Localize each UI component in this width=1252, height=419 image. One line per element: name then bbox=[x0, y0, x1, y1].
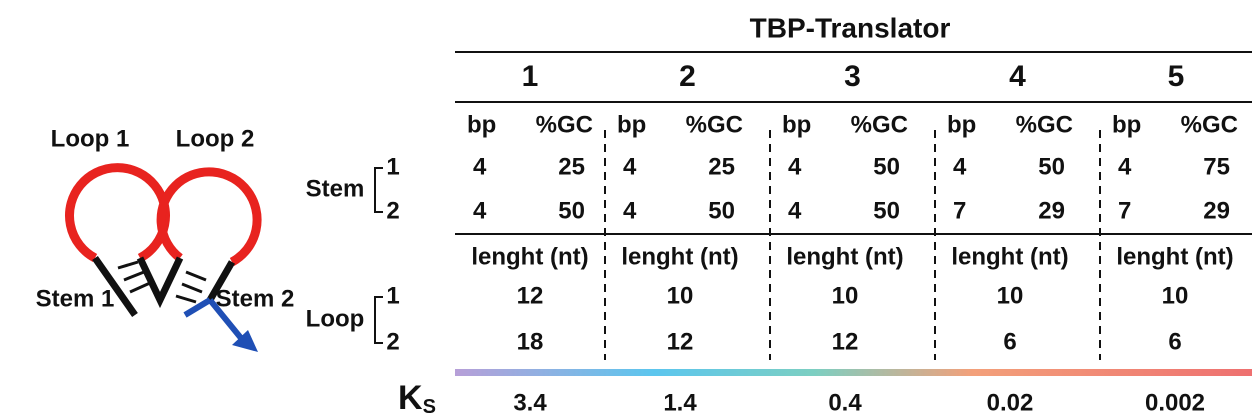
stem-gc: 25 bbox=[708, 153, 735, 180]
column-label: 5 bbox=[1168, 60, 1185, 93]
stem-gc: 50 bbox=[873, 197, 900, 224]
stem-gc: 50 bbox=[708, 197, 735, 224]
loop-1-arc bbox=[65, 163, 170, 262]
loop-header: lenght (nt) bbox=[786, 243, 903, 270]
stem-gc: 25 bbox=[558, 153, 585, 180]
loop-length: 12 bbox=[517, 282, 544, 309]
stem-bp: 4 bbox=[953, 153, 967, 180]
ks-value: 0.02 bbox=[987, 389, 1034, 416]
stem-bp: 4 bbox=[623, 153, 637, 180]
stem-bp: 4 bbox=[473, 153, 487, 180]
ks-value: 3.4 bbox=[513, 389, 547, 416]
stem-gc: 50 bbox=[873, 153, 900, 180]
columns: 1 bp %GC 4 25 4 50 lenght (nt) 12 18 3.4 2 bp %GC 4 25 4… bbox=[467, 60, 1238, 416]
stem-header: %GC bbox=[851, 111, 908, 138]
label: Stem 2 bbox=[216, 285, 295, 312]
stem-bp: 4 bbox=[788, 197, 802, 224]
loop-length: 10 bbox=[997, 282, 1024, 309]
loop-length: 10 bbox=[832, 282, 859, 309]
loop-length: 10 bbox=[1162, 282, 1189, 309]
column-label: 2 bbox=[679, 60, 696, 93]
stem-header: %GC bbox=[686, 111, 743, 138]
ks-label: KS bbox=[398, 379, 436, 418]
loop-header: lenght (nt) bbox=[1116, 243, 1233, 270]
stem-bp: 7 bbox=[953, 197, 966, 224]
stem-header: bp bbox=[782, 111, 811, 138]
column-label: 3 bbox=[844, 60, 861, 93]
stem-bp: 4 bbox=[473, 197, 487, 224]
stem-bp: 7 bbox=[1118, 197, 1131, 224]
label: Stem 1 bbox=[36, 285, 115, 312]
stem-gc: 75 bbox=[1203, 153, 1230, 180]
loop-length: 6 bbox=[1003, 328, 1016, 355]
bracket bbox=[374, 167, 383, 213]
stem-strands bbox=[92, 255, 236, 318]
loop-length: 12 bbox=[832, 328, 859, 355]
stem-header: bp bbox=[617, 111, 646, 138]
arrow-head bbox=[232, 330, 258, 352]
hairpin-diagram: Loop 1 Loop 2 Stem 1 Stem 2 bbox=[36, 125, 295, 352]
ks-k: K bbox=[398, 379, 423, 417]
row-label: Stem bbox=[306, 175, 365, 202]
loop-length: 18 bbox=[517, 328, 544, 355]
row-label: Loop bbox=[306, 305, 365, 332]
row-label: 1 bbox=[386, 153, 399, 180]
row-label: 1 bbox=[386, 282, 399, 309]
stem-gc: 50 bbox=[1038, 153, 1065, 180]
loop-length: 10 bbox=[667, 282, 694, 309]
ks-value: 0.002 bbox=[1145, 389, 1205, 416]
label: Loop 2 bbox=[176, 125, 255, 152]
loop-2-arc bbox=[156, 167, 262, 266]
stem-header: %GC bbox=[1181, 111, 1238, 138]
stem-bp: 4 bbox=[1118, 153, 1132, 180]
stem-bp: 4 bbox=[788, 153, 802, 180]
loop-header: lenght (nt) bbox=[951, 243, 1068, 270]
row-label: 2 bbox=[386, 328, 399, 355]
loop-length: 6 bbox=[1168, 328, 1181, 355]
base-pairs bbox=[117, 260, 207, 304]
ks-gradient bbox=[455, 369, 1252, 376]
loop-header: lenght (nt) bbox=[621, 243, 738, 270]
loop-header: lenght (nt) bbox=[471, 243, 588, 270]
column-label: 1 bbox=[522, 60, 539, 93]
ks-value: 1.4 bbox=[663, 389, 697, 416]
label: Loop 1 bbox=[51, 125, 130, 152]
stem-header: bp bbox=[947, 111, 976, 138]
stem-header: bp bbox=[467, 111, 496, 138]
stem-gc: 29 bbox=[1203, 197, 1230, 224]
stem-header: bp bbox=[1112, 111, 1141, 138]
stem-header: %GC bbox=[1016, 111, 1073, 138]
row-label: 2 bbox=[386, 197, 399, 224]
arrow bbox=[183, 297, 248, 345]
stem-bp: 4 bbox=[623, 197, 637, 224]
column-label: 4 bbox=[1009, 60, 1026, 93]
ks-sub: S bbox=[423, 396, 436, 418]
stem-header: %GC bbox=[536, 111, 593, 138]
loop-length: 12 bbox=[667, 328, 694, 355]
stem-gc: 29 bbox=[1038, 197, 1065, 224]
ks-value: 0.4 bbox=[828, 389, 862, 416]
table-title: TBP-Translator bbox=[750, 12, 951, 43]
bracket bbox=[374, 296, 383, 344]
stem-gc: 50 bbox=[558, 197, 585, 224]
